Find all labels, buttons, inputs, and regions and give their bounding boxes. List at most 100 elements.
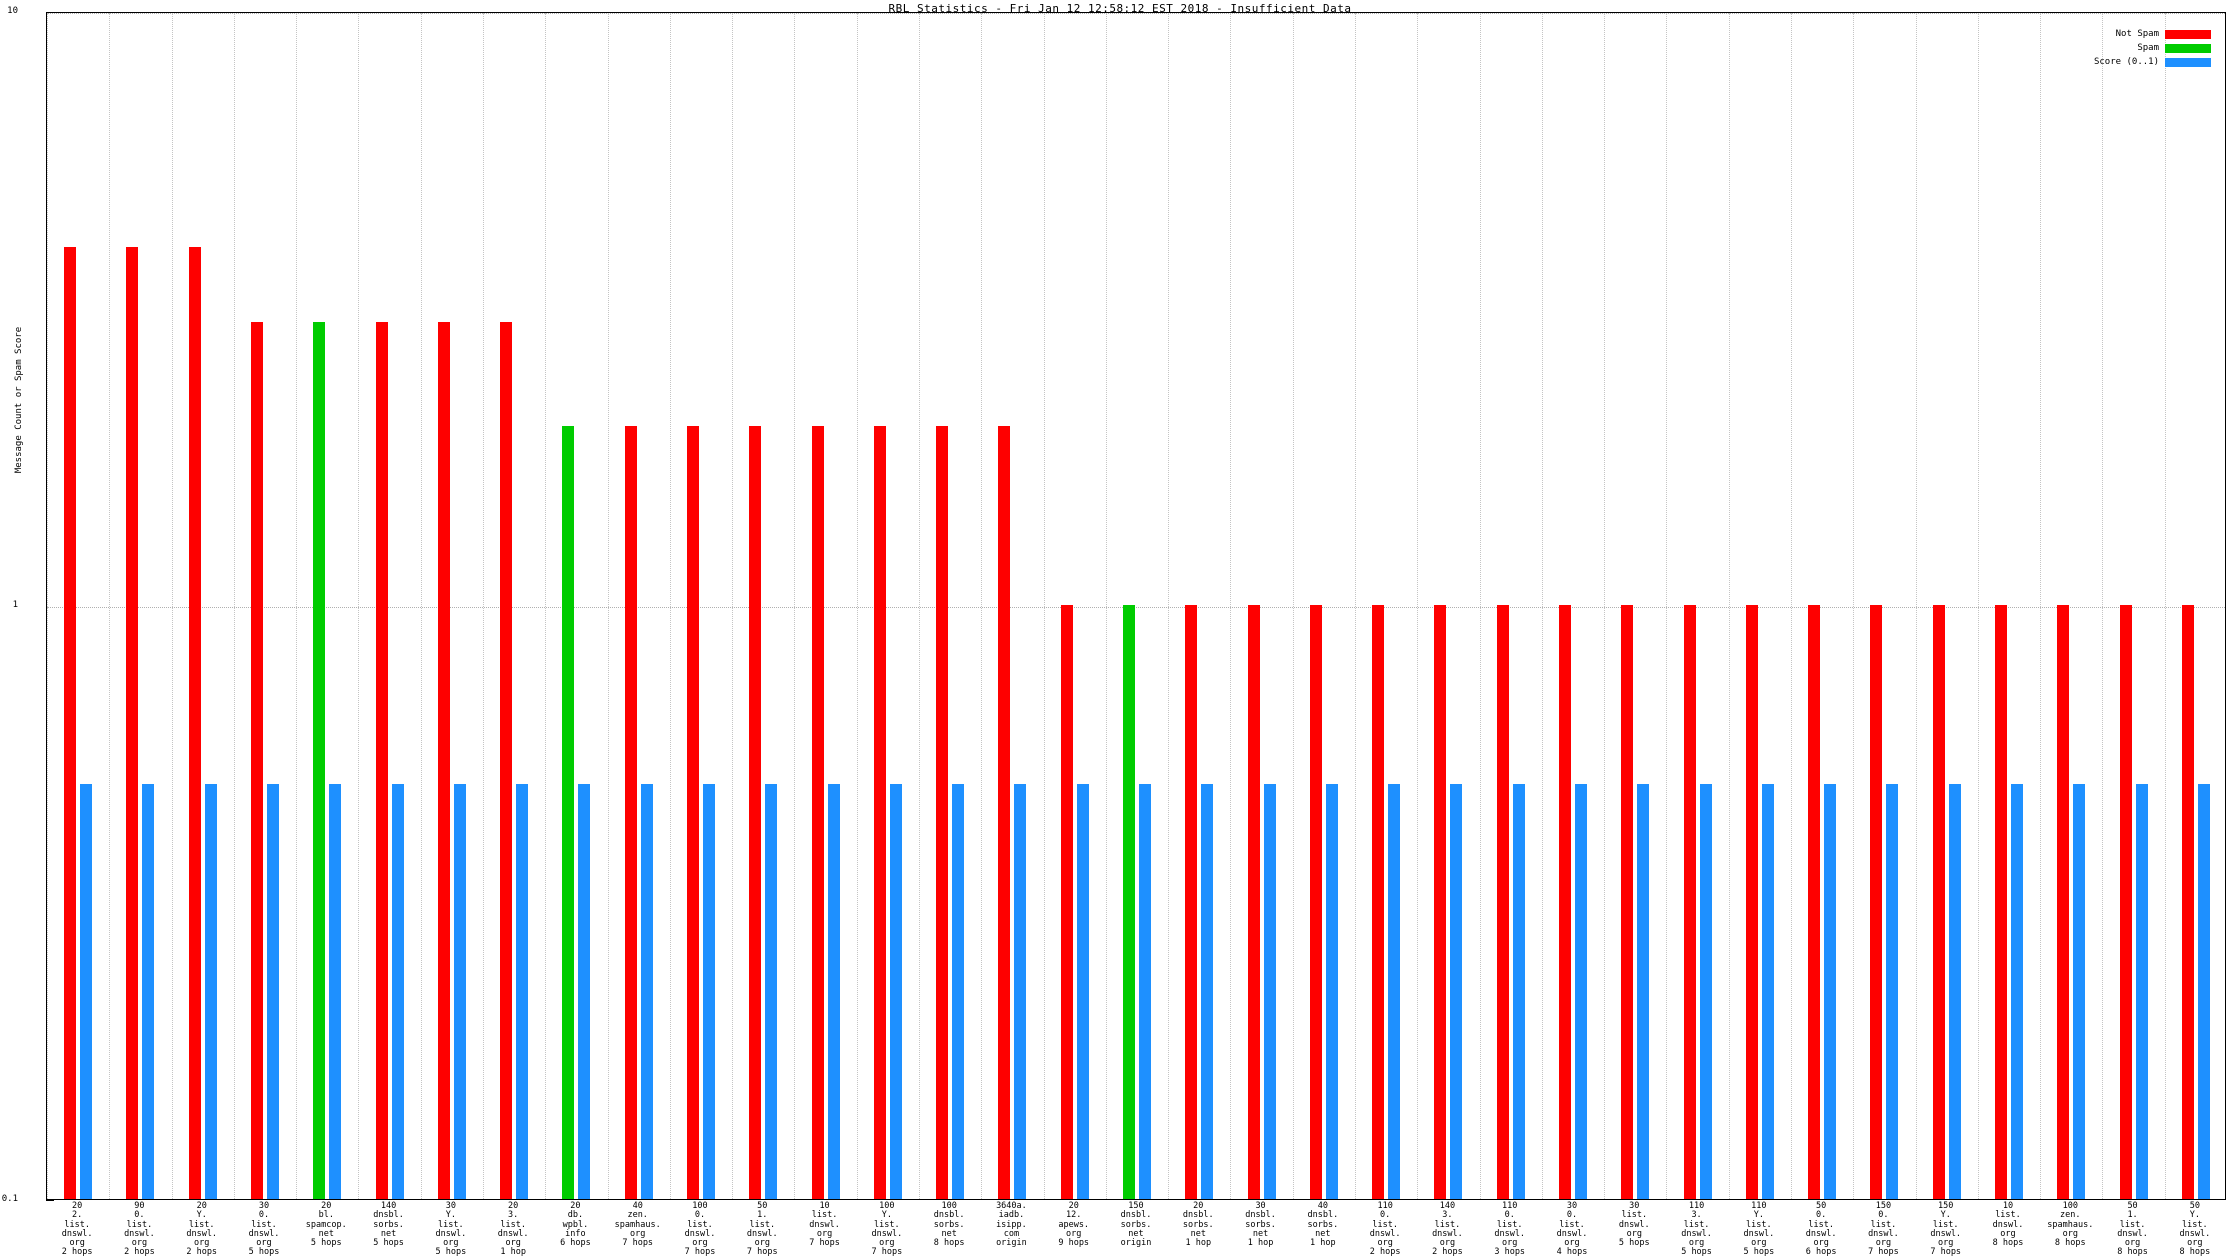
x-axis-label-line: list. — [500, 1219, 526, 1230]
x-axis-label-line: dnswl. — [1743, 1228, 1775, 1239]
bar-spam — [313, 321, 326, 1199]
y-axis-tick-mark — [46, 1200, 54, 1201]
gridline-vertical — [545, 13, 547, 1199]
x-axis-label-line: spamhaus. — [2047, 1219, 2094, 1230]
bar-score — [2073, 783, 2086, 1199]
x-axis-label-line: 30 — [1255, 1201, 1266, 1211]
x-axis-label-line: 0. — [1816, 1210, 1827, 1221]
x-axis-label-line: 30 — [445, 1201, 456, 1211]
x-axis-label-line: org — [1502, 1238, 1518, 1249]
bar-score — [1325, 783, 1338, 1199]
gridline-vertical — [669, 13, 671, 1199]
legend-item-score: Score (0..1) — [2094, 57, 2211, 67]
x-axis-label-line: 0. — [258, 1210, 270, 1221]
x-axis-label-line: dnswl. — [248, 1228, 280, 1239]
gridline-vertical — [358, 13, 360, 1199]
gridline-vertical — [420, 13, 422, 1199]
x-axis-label-line: 110 — [1502, 1201, 1518, 1211]
x-axis-label-line: list. — [1559, 1219, 1585, 1230]
x-axis-label-line: list. — [1496, 1219, 1523, 1230]
bar-score — [1076, 783, 1089, 1199]
gridline-vertical — [1915, 13, 1917, 1199]
x-axis-label-line: 8 hops — [2054, 1238, 2086, 1249]
x-axis-label-line: 8 hops — [2117, 1247, 2148, 1258]
x-axis-label-line: net — [1128, 1228, 1144, 1239]
x-axis-label-line: 40 — [1317, 1201, 1328, 1211]
x-axis-label-line: dnswl. — [1369, 1228, 1401, 1239]
x-axis-label-line: db. — [567, 1210, 584, 1221]
bar-not-spam — [1060, 605, 1073, 1199]
x-axis-label-line: 100 — [2062, 1201, 2078, 1211]
bar-score — [1201, 783, 1214, 1199]
x-axis-label-line: Y. — [2189, 1210, 2200, 1221]
x-axis-label-group: 150 0. list. dnswl. org 7 hops — [1852, 1201, 1914, 1258]
x-axis-label-line: 140 — [380, 1201, 397, 1211]
x-axis-label-line: dnswl. — [1930, 1228, 1962, 1239]
x-axis-label-line: 5 hops — [1743, 1247, 1775, 1258]
x-axis-label-line: 30 — [1629, 1201, 1640, 1211]
x-axis-label-line: 8 hops — [1992, 1238, 2024, 1249]
x-axis-label-line: net — [941, 1228, 957, 1239]
bar-not-spam — [749, 426, 762, 1199]
x-axis-label-line: org — [69, 1238, 85, 1249]
x-axis-label-line: 6 hops — [1805, 1247, 1837, 1258]
x-axis-label-group: 3640a. iadb. isipp. com origin — [980, 1201, 1042, 1248]
x-axis-label-line: dnswl. — [2117, 1228, 2148, 1239]
x-axis-label-line: sorbs. — [933, 1219, 965, 1230]
legend-item-notspam: Not Spam — [2116, 29, 2211, 39]
x-axis-label-line: 30 — [1566, 1201, 1578, 1211]
x-axis-label-line: dnswl. — [1432, 1228, 1463, 1239]
x-axis-label-line: list. — [251, 1219, 277, 1230]
x-axis-label-line: list. — [438, 1219, 464, 1230]
x-axis-label-line: 8 hops — [2179, 1247, 2211, 1258]
gridline-vertical — [1168, 13, 1170, 1199]
x-axis-label-line: list. — [1808, 1219, 1834, 1230]
legend-swatch-notspam — [2165, 29, 2211, 39]
x-axis-label-line: org — [2187, 1238, 2203, 1249]
bar-not-spam — [1496, 605, 1509, 1199]
x-axis-label-group: 20 db. wpbl. info 6 hops — [544, 1201, 606, 1248]
gridline-vertical — [47, 13, 48, 1199]
x-axis-label-line: 20 — [321, 1201, 332, 1211]
x-axis-label-line: dnswl. — [124, 1228, 155, 1239]
x-axis-label-line: dnswl. — [1868, 1228, 1899, 1239]
bar-not-spam — [1372, 605, 1385, 1199]
bar-score — [1263, 783, 1276, 1199]
x-axis-label-line: 50 — [1816, 1201, 1827, 1211]
x-axis-label-line: dnsbl. — [933, 1210, 965, 1221]
x-axis-label-group: 100 dnsbl. sorbs. net 8 hops — [918, 1201, 980, 1248]
x-axis-label-line: list. — [1932, 1219, 1959, 1230]
x-axis-label-line: spamhaus. — [614, 1219, 661, 1230]
x-axis-label-line: dnswl. — [1618, 1219, 1650, 1230]
x-axis-label-group: 100 zen. spamhaus. org 8 hops — [2039, 1201, 2101, 1249]
x-axis-label-group: 50 0. list. dnswl. org 6 hops — [1790, 1201, 1852, 1258]
x-axis-label-line: list. — [874, 1219, 900, 1230]
x-axis-label-line: sorbs. — [1182, 1219, 1214, 1230]
x-axis-label-line: org — [692, 1238, 708, 1249]
x-axis-label-group: 140 3. list. dnswl. org 2 hops — [1416, 1201, 1478, 1258]
gridline-vertical — [171, 13, 173, 1199]
x-axis-label-line: org — [256, 1238, 272, 1249]
x-axis-label-line: dnswl. — [61, 1228, 93, 1239]
x-axis-label-line: list. — [2182, 1219, 2208, 1230]
y-axis-tick-label: 10 — [7, 6, 18, 16]
x-axis-label-line: list. — [2119, 1219, 2146, 1230]
x-axis-label-line: 50 — [757, 1201, 768, 1211]
y-axis-tick-label: 0.1 — [1, 1194, 18, 1204]
bar-not-spam — [2057, 605, 2070, 1199]
gridline-vertical — [1791, 13, 1792, 1199]
x-axis-label-line: 7 hops — [622, 1238, 654, 1249]
bar-score — [640, 783, 653, 1199]
x-axis-label-line: 3. — [508, 1210, 519, 1221]
x-axis-label-line: 7 hops — [871, 1247, 903, 1258]
x-axis-label-line: org — [1813, 1238, 1829, 1249]
x-axis-label-line: org — [816, 1228, 833, 1239]
x-axis-label-line: dnswl. — [1805, 1228, 1837, 1239]
x-axis-label-line: zen. — [2060, 1210, 2081, 1221]
x-axis-label-line: 90 — [134, 1201, 145, 1211]
y-axis-tick-label: 1 — [12, 600, 18, 610]
x-axis-label-line: dnsbl. — [1182, 1210, 1214, 1221]
bar-score — [329, 783, 342, 1199]
x-axis-label-group: 50 1. list. dnswl. org 7 hops — [731, 1201, 793, 1258]
x-axis-label-line: org — [2000, 1228, 2016, 1239]
